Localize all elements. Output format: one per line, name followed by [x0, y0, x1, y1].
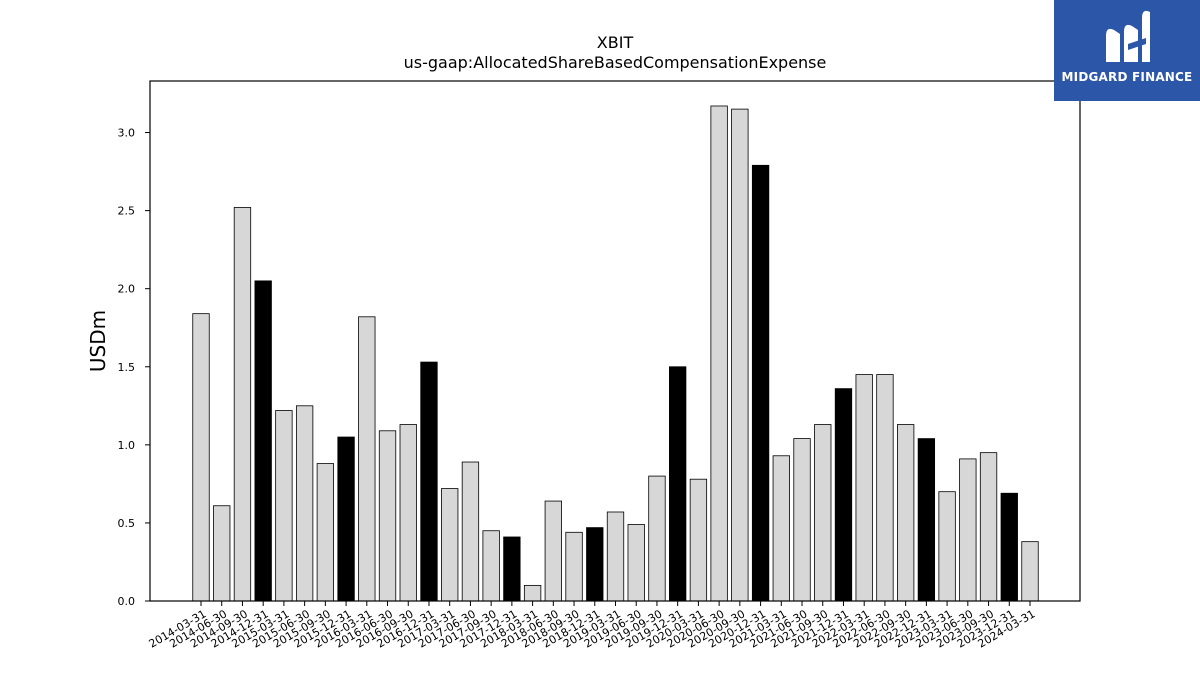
- bar-2017-09-30: [482, 530, 500, 602]
- bar-2024-03-31: [1021, 541, 1039, 602]
- y-axis: 0.0 0.5 1.0 1.5 2.0 2.5 3.0: [118, 127, 150, 608]
- bar-2023-06-30: [959, 458, 977, 602]
- y-tick-label: 0.5: [118, 517, 136, 530]
- bar-2016-03-31: [358, 316, 376, 602]
- chart-title: XBIT: [597, 33, 634, 52]
- bar-2023-03-31: [938, 491, 956, 602]
- bar-2016-09-30: [399, 424, 417, 602]
- bar-2014-06-30: [213, 505, 231, 602]
- bar-2015-12-31: [337, 436, 355, 602]
- bar-2022-09-30: [897, 424, 915, 602]
- bar-2018-12-31: [586, 527, 604, 602]
- y-tick-label: 3.0: [118, 127, 136, 140]
- bar-2020-03-31: [689, 478, 708, 602]
- bar-2014-12-31: [254, 280, 272, 602]
- bar-2023-09-30: [979, 452, 998, 602]
- bar-2016-06-30: [378, 430, 397, 602]
- bar-2018-06-30: [544, 500, 562, 602]
- bar-2021-06-30: [793, 438, 811, 602]
- bar-2014-09-30: [233, 207, 252, 602]
- bar-2017-06-30: [461, 461, 480, 602]
- logo-text: MIDGARD FINANCE: [1061, 70, 1193, 84]
- bar-2021-03-31: [772, 455, 790, 602]
- plot-frame: [149, 80, 1081, 602]
- bar-2018-03-31: [523, 584, 542, 602]
- bar-2014-03-31: [192, 313, 210, 602]
- bar-2020-06-30: [710, 105, 728, 602]
- bar-2017-03-31: [441, 488, 459, 602]
- y-tick-label: 0.0: [118, 595, 136, 608]
- bar-2020-09-30: [731, 108, 749, 602]
- bar-2023-12-31: [1000, 492, 1018, 602]
- bar-2019-12-31: [669, 366, 687, 602]
- bar-2022-03-31: [855, 374, 873, 602]
- bar-2019-03-31: [606, 511, 625, 602]
- y-tick-label: 1.5: [118, 361, 136, 374]
- y-tick-label: 2.5: [118, 205, 136, 218]
- midgard-logo-icon: [1106, 10, 1150, 62]
- bar-2015-03-31: [275, 410, 293, 602]
- bar-2021-09-30: [814, 424, 832, 602]
- bars-group: [192, 105, 1039, 602]
- bar-2015-09-30: [316, 463, 335, 602]
- x-axis: 2014-03-312014-06-302014-09-302014-12-31…: [147, 601, 1038, 651]
- bar-2015-06-30: [295, 405, 314, 602]
- y-axis-label: USDm: [86, 310, 110, 372]
- bar-2017-12-31: [503, 536, 521, 602]
- bar-2020-12-31: [751, 164, 770, 602]
- bar-2018-09-30: [565, 531, 583, 602]
- chart-subtitle: us-gaap:AllocatedShareBasedCompensationE…: [404, 53, 827, 72]
- bar-2019-09-30: [648, 475, 666, 602]
- y-tick-label: 2.0: [118, 283, 136, 296]
- bar-2022-12-31: [917, 438, 936, 602]
- bar-2021-12-31: [834, 388, 853, 602]
- y-tick-label: 1.0: [118, 439, 136, 452]
- company-logo: MIDGARD FINANCE: [1054, 0, 1200, 101]
- bar-2016-12-31: [420, 361, 438, 602]
- bar-2019-06-30: [627, 524, 645, 602]
- bar-2022-06-30: [876, 374, 894, 602]
